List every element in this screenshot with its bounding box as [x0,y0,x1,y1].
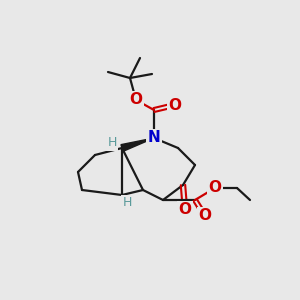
Text: O: O [178,202,191,217]
Text: O: O [208,181,221,196]
Text: O: O [208,181,221,196]
Text: O: O [199,208,212,224]
Text: N: N [148,130,160,146]
Text: O: O [130,92,142,107]
Text: N: N [148,130,160,146]
Text: H: H [122,196,132,209]
Polygon shape [121,138,154,151]
Text: O: O [169,98,182,112]
Text: O: O [178,202,191,217]
Text: H: H [107,136,117,149]
Text: O: O [130,92,142,107]
Text: H: H [122,196,132,209]
Text: H: H [107,136,117,149]
Text: O: O [169,98,182,112]
Text: O: O [199,208,212,224]
